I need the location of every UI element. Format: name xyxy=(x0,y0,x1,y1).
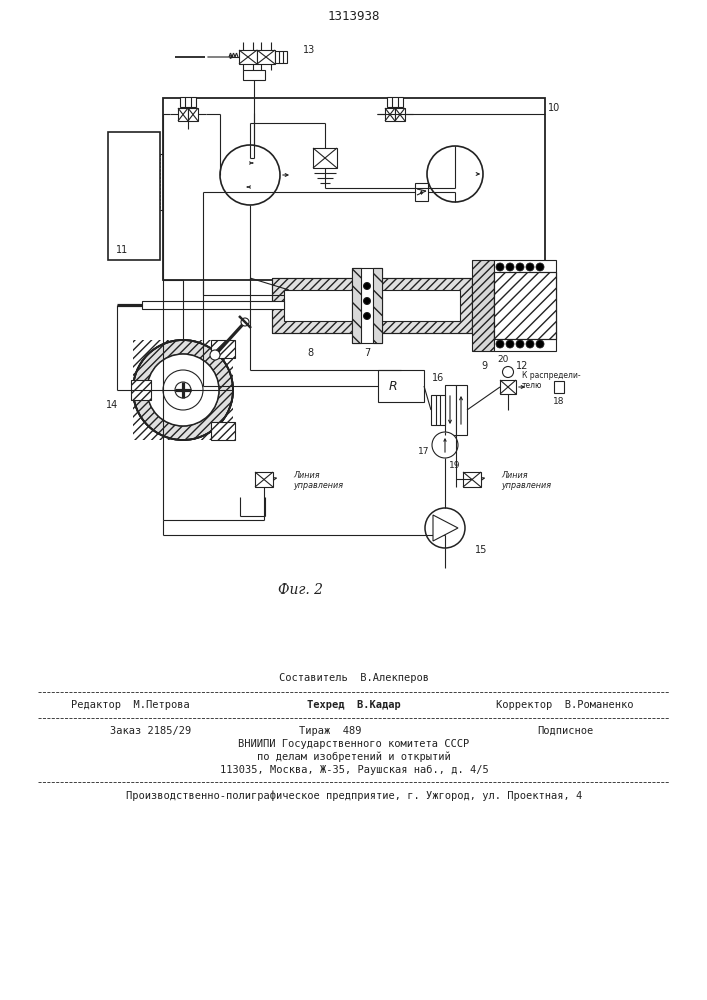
Circle shape xyxy=(536,340,544,348)
Text: Линия: Линия xyxy=(501,472,527,481)
Bar xyxy=(494,260,556,351)
Circle shape xyxy=(506,340,514,348)
Text: 15: 15 xyxy=(475,545,487,555)
Bar xyxy=(378,370,424,402)
Bar xyxy=(431,395,445,425)
Circle shape xyxy=(241,318,249,326)
Circle shape xyxy=(425,508,465,548)
Bar xyxy=(211,422,235,440)
Text: Тираж  489: Тираж 489 xyxy=(299,726,361,736)
Bar xyxy=(275,51,287,63)
Circle shape xyxy=(363,312,370,320)
Text: Редактор  М.Петрова: Редактор М.Петрова xyxy=(71,700,189,710)
Bar xyxy=(500,380,516,394)
Bar xyxy=(211,340,235,358)
Bar xyxy=(142,301,284,309)
Text: 18: 18 xyxy=(554,396,565,406)
Text: 19: 19 xyxy=(449,460,460,470)
Text: управления: управления xyxy=(293,481,343,489)
Text: 11: 11 xyxy=(116,245,128,255)
Text: 1313938: 1313938 xyxy=(328,10,380,23)
Circle shape xyxy=(432,432,458,458)
Circle shape xyxy=(363,282,370,290)
Text: Фиг. 2: Фиг. 2 xyxy=(278,583,322,597)
Text: Техред  В.Кадар: Техред В.Кадар xyxy=(307,700,401,710)
Circle shape xyxy=(516,263,524,271)
Text: Составитель  В.Алекперов: Составитель В.Алекперов xyxy=(279,673,429,683)
Circle shape xyxy=(496,340,504,348)
Bar xyxy=(463,472,481,487)
Bar xyxy=(163,98,545,280)
Bar xyxy=(178,108,188,121)
Text: 17: 17 xyxy=(418,446,429,456)
Bar xyxy=(554,381,564,393)
Text: телю: телю xyxy=(522,380,542,389)
Bar xyxy=(108,132,160,260)
Circle shape xyxy=(516,340,524,348)
Bar xyxy=(472,260,494,351)
Bar xyxy=(284,290,460,321)
Circle shape xyxy=(496,263,504,271)
Text: ВНИИПИ Государственного комитета СССР: ВНИИПИ Государственного комитета СССР xyxy=(238,739,469,749)
Circle shape xyxy=(363,298,370,304)
Text: 16: 16 xyxy=(432,373,444,383)
Text: 113035, Москва, Ж-35, Раушская наб., д. 4/5: 113035, Москва, Ж-35, Раушская наб., д. … xyxy=(220,765,489,775)
Circle shape xyxy=(133,340,233,440)
Circle shape xyxy=(526,340,534,348)
Polygon shape xyxy=(433,515,458,541)
Text: 13: 13 xyxy=(303,45,315,55)
Circle shape xyxy=(503,366,513,377)
Text: 9: 9 xyxy=(481,361,487,371)
Text: 7: 7 xyxy=(364,348,370,358)
Bar xyxy=(352,268,382,343)
Bar xyxy=(243,70,265,80)
Bar xyxy=(387,97,403,107)
Bar xyxy=(257,50,275,64)
Text: 20: 20 xyxy=(497,356,509,364)
Circle shape xyxy=(163,370,203,410)
Bar xyxy=(456,385,467,435)
Bar xyxy=(494,272,556,339)
Circle shape xyxy=(526,263,534,271)
Bar xyxy=(180,97,196,107)
Text: Производственно-полиграфическое предприятие, г. Ужгород, ул. Проектная, 4: Производственно-полиграфическое предприя… xyxy=(126,791,582,801)
Text: Корректор  В.Романенко: Корректор В.Романенко xyxy=(496,700,633,710)
Bar xyxy=(385,108,395,121)
Bar xyxy=(133,340,233,440)
Bar xyxy=(131,380,151,400)
Bar xyxy=(494,272,556,339)
Text: по делам изобретений и открытий: по делам изобретений и открытий xyxy=(257,752,451,762)
Bar xyxy=(352,268,361,343)
Circle shape xyxy=(147,354,219,426)
Text: 10: 10 xyxy=(548,103,560,113)
Bar xyxy=(395,108,405,121)
Text: 8: 8 xyxy=(307,348,313,358)
Circle shape xyxy=(147,354,219,426)
Text: К распредели-: К распредели- xyxy=(522,370,580,379)
Bar xyxy=(373,268,382,343)
Bar xyxy=(415,183,428,201)
Bar xyxy=(313,148,337,168)
Text: R: R xyxy=(389,379,397,392)
Text: Линия: Линия xyxy=(293,472,320,481)
Circle shape xyxy=(175,382,191,398)
Bar xyxy=(239,50,257,64)
Circle shape xyxy=(427,146,483,202)
Text: 12: 12 xyxy=(516,361,528,371)
Circle shape xyxy=(536,263,544,271)
Text: Подписное: Подписное xyxy=(537,726,593,736)
Text: Заказ 2185/29: Заказ 2185/29 xyxy=(110,726,192,736)
Bar xyxy=(188,108,198,121)
Text: управления: управления xyxy=(501,481,551,489)
Circle shape xyxy=(506,263,514,271)
Text: 14: 14 xyxy=(106,400,118,410)
Bar xyxy=(272,278,472,333)
Bar xyxy=(255,472,273,487)
Bar xyxy=(445,385,456,435)
Circle shape xyxy=(220,145,280,205)
Circle shape xyxy=(210,350,220,360)
Bar xyxy=(272,278,472,333)
